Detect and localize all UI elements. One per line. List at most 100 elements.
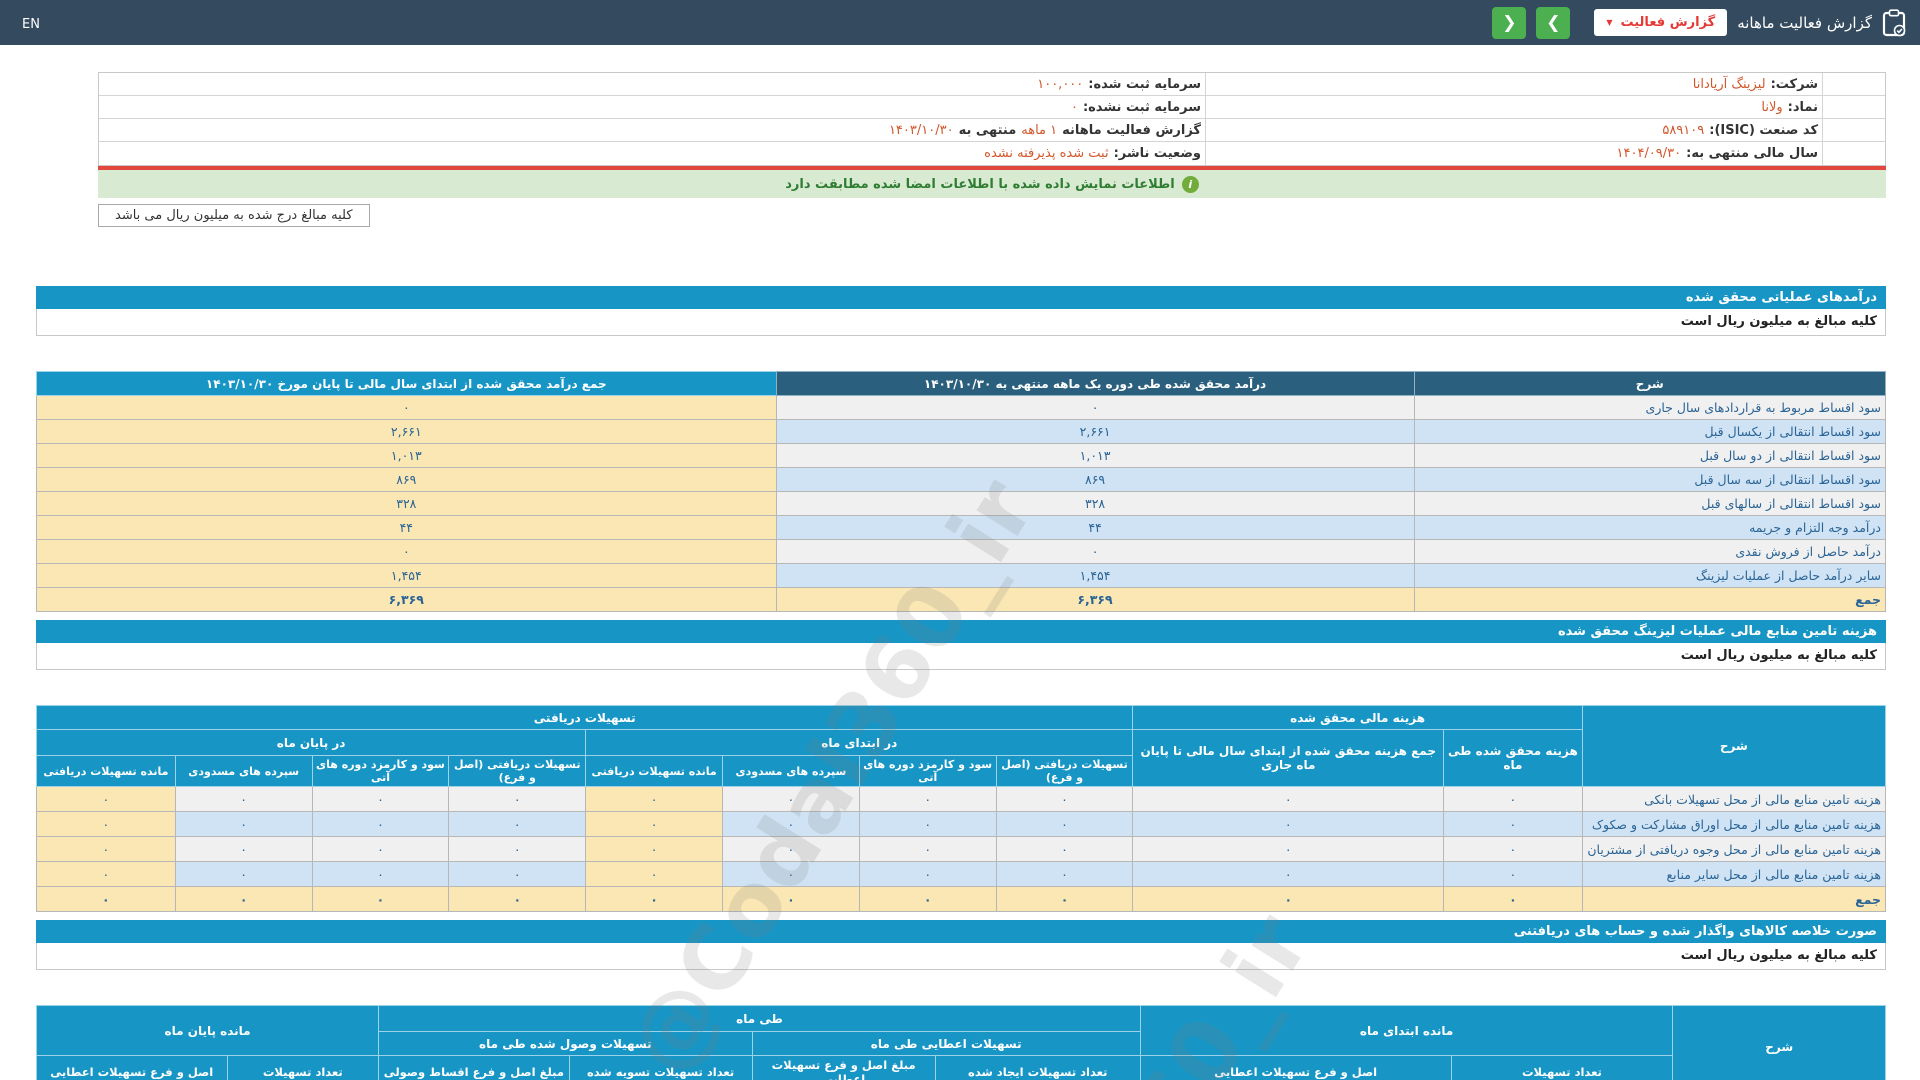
income-row-label: درآمد وجه التزام و جریمه xyxy=(1413,515,1887,540)
income-row-month-value: ۰ xyxy=(775,395,1415,420)
finance-header-begin-future-interest: سود و کارمزد دوره های آتی xyxy=(858,755,997,787)
income-row-month-value: ۳۲۸ xyxy=(775,491,1415,516)
finance-header-end-group: در پایان ماه xyxy=(35,729,587,756)
finance-cell: ۰ xyxy=(36,811,176,837)
income-row-month-value: ۱,۰۱۳ xyxy=(775,443,1415,468)
finance-header-end-blocked-deposits: سپرده های مسدودی xyxy=(174,755,313,787)
finance-cell: ۰ xyxy=(722,886,860,912)
info-spacer-cell xyxy=(1822,142,1885,165)
income-row-label: درآمد حاصل از فروش نقدی xyxy=(1413,539,1887,564)
income-row-cumulative-value: ۱,۴۵۴ xyxy=(36,563,777,588)
finance-row-label: هزینه تامین منابع مالی از محل سایر منابع xyxy=(1581,861,1887,887)
finance-cell: ۰ xyxy=(311,836,450,862)
income-header-cumulative: جمع درآمد محقق شده از ابتدای سال مالی تا… xyxy=(36,371,777,396)
info-cell-left: سرمایه ثبت نشده: ۰ xyxy=(99,96,1205,118)
signature-match-notice: i اطلاعات نمایش داده شده با اطلاعات امضا… xyxy=(98,170,1886,198)
finance-table-row: جمع ۰ ۰ ۰ ۰ ۰ ۰ ۰ ۰ ۰ ۰ xyxy=(36,886,1887,912)
income-row-cumulative-value: ۱,۰۱۳ xyxy=(36,443,777,468)
summary-header-collected-count: تعداد تسهیلات تسویه شده xyxy=(568,1055,753,1080)
finance-cell: ۰ xyxy=(174,861,313,887)
finance-cell: ۰ xyxy=(36,886,176,912)
info-value: ثبت شده پذیرفته نشده xyxy=(984,146,1109,161)
red-divider-line xyxy=(98,166,1886,170)
info-value: ۰ xyxy=(1070,99,1078,115)
section-subtitle-finance: کلیه مبالغ به میلیون ریال است xyxy=(36,643,1886,670)
prev-report-button[interactable]: ❮ xyxy=(1492,6,1527,39)
finance-cell: ۰ xyxy=(448,886,587,912)
summary-header-during-group: طی ماه xyxy=(378,1005,1141,1032)
finance-header-begin-blocked-deposits: سپرده های مسدودی xyxy=(722,755,860,787)
finance-cell: ۰ xyxy=(1443,836,1583,862)
income-row-cumulative-value: ۲,۶۶۱ xyxy=(36,419,777,444)
info-value: ۱ ماهه xyxy=(1021,122,1058,138)
finance-cell: ۰ xyxy=(448,811,587,837)
income-row-label: سایر درآمد حاصل از عملیات لیزینگ xyxy=(1413,563,1887,588)
info-cell-right: نماد: ولانا xyxy=(1205,96,1822,118)
income-row-month-value: ۸۶۹ xyxy=(775,467,1415,492)
info-value: ۱۴۰۳/۱۰/۳۰ xyxy=(888,122,954,138)
summary-header-begin-count: تعداد تسهیلات xyxy=(1450,1055,1674,1080)
finance-header-desc: شرح xyxy=(1581,705,1887,787)
info-label: کد صنعت (ISIC): xyxy=(1709,122,1818,138)
summary-header-end-amount: اصل و فرع تسهیلات اعطایی xyxy=(36,1055,228,1080)
finance-header-cost-cumulative: جمع هزینه محقق شده از ابتدای سال مالی تا… xyxy=(1132,729,1445,787)
income-table-row: سود اقساط انتقالی از دو سال قبل ۱,۰۱۳ ۱,… xyxy=(36,443,1887,468)
finance-cell: ۰ xyxy=(36,861,176,887)
finance-header-end-received: تسهیلات دریافتی (اصل و فرع) xyxy=(448,755,587,787)
info-cell-right: کد صنعت (ISIC): ۵۸۹۱۰۹ xyxy=(1205,119,1822,141)
top-navigation-bar: گزارش فعالیت ماهانه گزارش فعالیت ▼ ❯ ❮ E… xyxy=(0,0,1920,45)
finance-cell: ۰ xyxy=(995,811,1134,837)
company-info-table: شرکت: لیزینگ آریادانا سرمایه ثبت شده: ۱۰… xyxy=(98,72,1886,166)
company-info-row: کد صنعت (ISIC): ۵۸۹۱۰۹ گزارش فعالیت ماها… xyxy=(99,119,1885,142)
finance-cell: ۰ xyxy=(1132,786,1445,812)
report-type-dropdown[interactable]: گزارش فعالیت ▼ xyxy=(1594,9,1728,36)
summary-header-granted-count: تعداد تسهیلات ایجاد شده xyxy=(934,1055,1141,1080)
income-table: شرح درآمد محقق شده طی دوره یک ماهه منتهی… xyxy=(36,371,1887,612)
finance-cell: ۰ xyxy=(311,886,450,912)
finance-cell: ۰ xyxy=(448,836,587,862)
income-row-cumulative-value: ۳۲۸ xyxy=(36,491,777,516)
finance-costs-table: شرح هزینه مالی محقق شده تسهیلات دریافتی … xyxy=(35,705,1887,912)
million-rial-note-box: کلیه مبالغ درج شده به میلیون ریال می باش… xyxy=(98,204,370,227)
finance-cell: ۰ xyxy=(1443,811,1583,837)
finance-header-begin-group: در ابتدای ماه xyxy=(585,729,1134,756)
finance-cell: ۰ xyxy=(311,786,450,812)
finance-cell: ۰ xyxy=(858,886,997,912)
info-cell-left: سرمایه ثبت شده: ۱۰۰,۰۰۰ xyxy=(99,73,1205,95)
finance-cell: ۰ xyxy=(995,861,1134,887)
chevron-left-icon: ❮ xyxy=(1502,12,1517,33)
finance-cell: ۰ xyxy=(1132,836,1445,862)
finance-cell: ۰ xyxy=(1443,786,1583,812)
finance-cell: ۰ xyxy=(858,836,997,862)
section-title-summary: صورت خلاصه کالاهای واگذار شده و حساب های… xyxy=(36,920,1886,943)
signature-match-text: اطلاعات نمایش داده شده با اطلاعات امضا ش… xyxy=(785,176,1175,192)
finance-cell: ۰ xyxy=(1443,886,1583,912)
language-toggle-en[interactable]: EN xyxy=(22,17,40,32)
finance-cell: ۰ xyxy=(36,786,176,812)
info-label: سرمایه ثبت نشده: xyxy=(1082,99,1201,115)
info-spacer-cell xyxy=(1822,119,1885,141)
income-row-cumulative-value: ۶,۳۶۹ xyxy=(36,587,777,612)
finance-row-label: هزینه تامین منابع مالی از محل وجوه دریاف… xyxy=(1581,836,1887,862)
info-label: وضعیت ناشر: xyxy=(1113,146,1201,161)
finance-cell: ۰ xyxy=(722,861,860,887)
finance-table-row: هزینه تامین منابع مالی از محل تسهیلات با… xyxy=(36,786,1887,812)
report-clipboard-icon xyxy=(1882,8,1906,37)
finance-cell: ۰ xyxy=(722,836,860,862)
finance-cell: ۰ xyxy=(585,861,723,887)
finance-header-cost-month: هزینه محقق شده طی ماه xyxy=(1443,729,1583,787)
income-table-row: سود اقساط انتقالی از سه سال قبل ۸۶۹ ۸۶۹ xyxy=(36,467,1887,492)
income-table-row: درآمد وجه التزام و جریمه ۴۴ ۴۴ xyxy=(36,515,1887,540)
income-row-month-value: ۶,۳۶۹ xyxy=(775,587,1415,612)
finance-cell: ۰ xyxy=(995,886,1134,912)
income-row-month-value: ۰ xyxy=(775,539,1415,564)
finance-header-end-future-interest: سود و کارمزد دوره های آتی xyxy=(311,755,450,787)
summary-header-granted-amount: مبلغ اصل و فرع تسهیلات اعطایی xyxy=(751,1055,936,1080)
finance-cell: ۰ xyxy=(448,861,587,887)
summary-header-end-count: تعداد تسهیلات xyxy=(226,1055,380,1080)
next-report-button[interactable]: ❯ xyxy=(1536,6,1571,39)
finance-header-cost-group: هزینه مالی محقق شده xyxy=(1132,705,1583,730)
finance-row-label: جمع xyxy=(1581,886,1887,912)
income-table-row: جمع ۶,۳۶۹ ۶,۳۶۹ xyxy=(36,587,1887,612)
info-spacer-cell xyxy=(1822,73,1885,95)
